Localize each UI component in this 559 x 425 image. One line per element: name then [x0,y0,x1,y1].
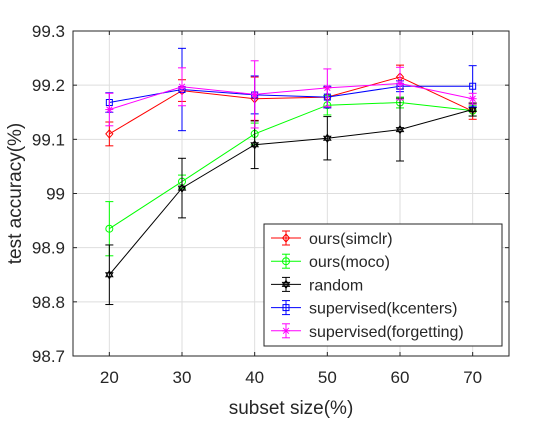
x-tick-label: 30 [173,368,192,387]
legend-item: supervised(forgetting) [271,323,464,341]
series-line [108,109,473,276]
series-supervised(forgetting) [105,60,477,129]
legend-box [263,223,503,347]
hexagram-marker-down [468,107,477,115]
hexagram-marker-down [323,135,332,144]
hexagram-marker-up [281,279,291,287]
y-tick-label: 99.1 [32,130,65,149]
legend-label: random [309,277,363,294]
hexagram-marker-down [177,185,187,194]
hexagram-marker-up [395,124,405,133]
legend-label: ours(moco) [309,254,390,271]
legend-item: ours(moco) [271,253,390,271]
asterisk-marker-stroke [106,106,113,113]
series-layer [105,47,477,306]
y-tick-label: 99.3 [32,22,65,41]
legend-item: ours(simclr) [271,230,393,248]
y-tick-label: 98.8 [32,293,65,312]
square-marker [282,304,290,312]
legend-label: supervised(forgetting) [309,324,464,341]
legend-item: random [271,276,363,294]
circle-marker [282,257,290,266]
y-tick-label: 98.7 [32,347,65,366]
x-tick-label: 20 [100,368,119,387]
y-tick-label: 98.9 [32,239,65,258]
y-axis-label: test accuracy(%) [5,123,26,264]
legend-item: supervised(kcenters) [271,300,458,318]
hexagram-marker-up [105,269,114,278]
asterisk-marker-stroke [251,91,258,98]
hexagram-marker-up [323,133,332,141]
asterisk-marker-stroke [178,83,186,91]
y-tick-label: 99.2 [32,76,65,95]
series-line [109,76,473,135]
hexagram-marker-up [250,139,259,148]
legend-label: supervised(kcenters) [309,301,458,318]
x-tick-label: 60 [391,368,410,387]
diamond-marker [281,233,291,243]
hexagram-marker-down [395,127,405,135]
series-line [109,83,473,111]
hexagram-marker-down [281,281,291,290]
diamond-marker [105,129,114,139]
asterisk-marker-stroke [324,84,331,92]
asterisk-marker-stroke [282,327,290,335]
x-tick-label: 50 [318,368,337,387]
axis-ticks: 20 30 40 50 60 70 98.7 98.8 98.9 99 99.1 99.2 99.3 [32,22,509,387]
hexagram-marker-up [468,104,477,113]
hexagram-marker-down [250,142,259,150]
x-tick-label: 70 [463,368,482,387]
x-tick-label: 40 [245,368,264,387]
circle-marker [105,224,114,233]
legend: ours(simclr) ours(moco) random supervised(k… [263,223,503,347]
hexagram-marker-down [105,272,114,280]
x-axis-label: subset size(%) [229,398,354,419]
asterisk-marker-stroke [469,95,476,102]
asterisk-marker-stroke [396,80,404,87]
hexagram-marker-up [177,183,187,191]
y-tick-label: 99 [46,185,65,204]
series-line [109,101,473,230]
square-marker [469,82,477,90]
legend-label: ours(simclr) [309,231,393,248]
